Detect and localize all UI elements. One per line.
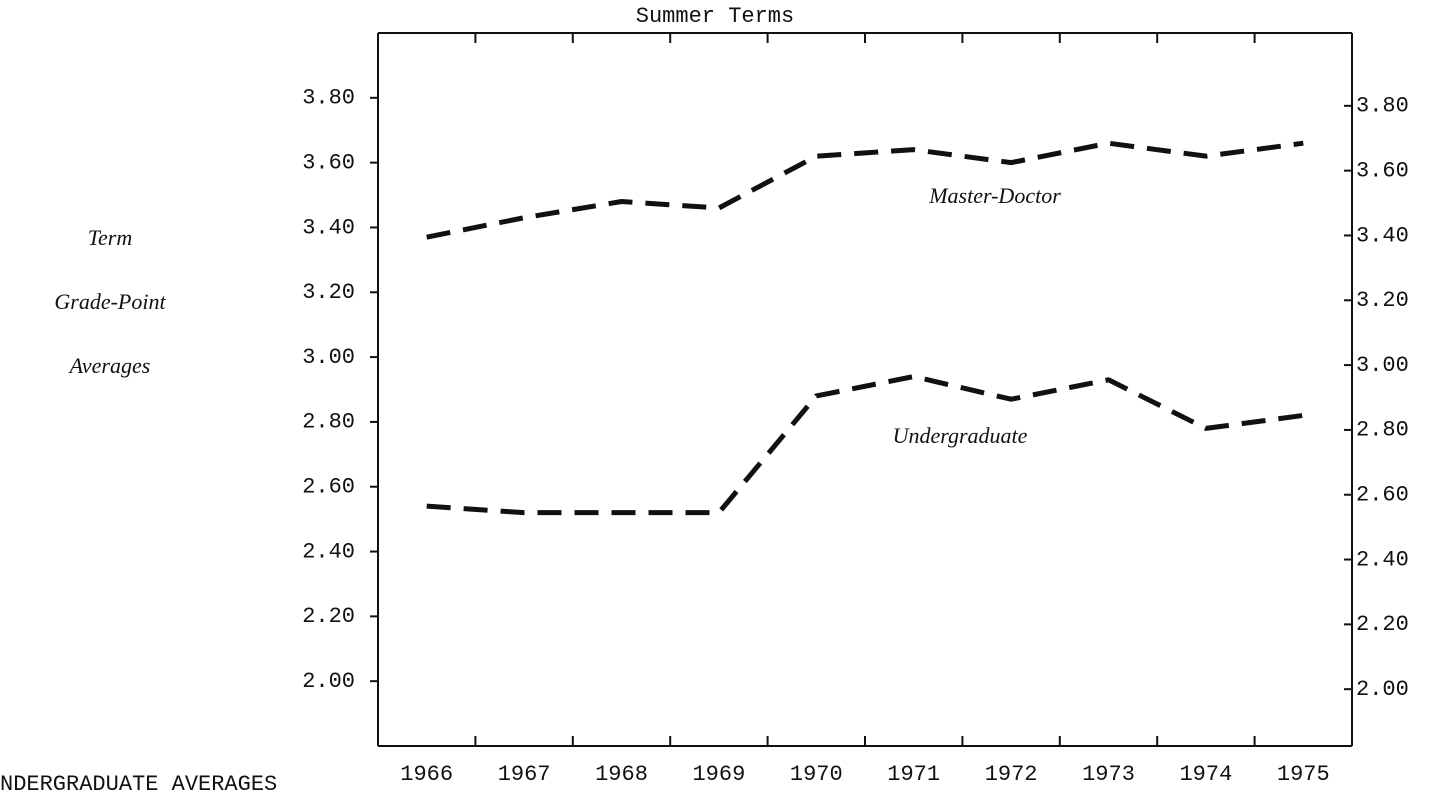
y2-tick-label: 3.00: [1356, 353, 1409, 378]
y-tick-label: 3.60: [302, 150, 355, 175]
series-label: Undergraduate: [893, 423, 1028, 448]
y2-tick-label: 3.40: [1356, 223, 1409, 248]
y2-tick-label: 3.60: [1356, 158, 1409, 183]
series-label: Master-Doctor: [928, 183, 1061, 208]
x-tick-label: 1971: [887, 762, 940, 787]
x-tick-label: 1970: [790, 762, 843, 787]
x-tick-label: 1972: [985, 762, 1038, 787]
x-tick-label: 1975: [1277, 762, 1330, 787]
y2-tick-label: 2.80: [1356, 418, 1409, 443]
x-tick-label: 1966: [400, 762, 453, 787]
x-tick-label: 1973: [1082, 762, 1135, 787]
y-tick-label: 2.60: [302, 475, 355, 500]
y-tick-label: 3.80: [302, 86, 355, 111]
y2-tick-label: 3.20: [1356, 288, 1409, 313]
series-line: [426, 374, 1304, 516]
y-tick-label: 3.00: [302, 345, 355, 370]
y2-tick-label: 2.20: [1356, 612, 1409, 637]
y-tick-label: 2.00: [302, 669, 355, 694]
x-tick-label: 1968: [595, 762, 648, 787]
y-axis-label: Averages: [68, 353, 151, 378]
series-line: [426, 140, 1304, 240]
y-tick-label: 2.40: [302, 539, 355, 564]
y2-tick-label: 2.60: [1356, 483, 1409, 508]
y-tick-label: 3.20: [302, 280, 355, 305]
y-tick-label: 2.20: [302, 604, 355, 629]
x-tick-label: 1967: [498, 762, 551, 787]
chart-title: Summer Terms: [636, 4, 794, 29]
y-axis-label: Grade-Point: [54, 289, 166, 314]
y2-tick-label: 3.80: [1356, 94, 1409, 119]
y-tick-label: 3.40: [302, 215, 355, 240]
footer: NDERGRADUATE AVERAGES: [0, 772, 277, 794]
x-tick-label: 1974: [1179, 762, 1232, 787]
y2-tick-label: 2.00: [1356, 677, 1409, 702]
y-tick-label: 2.80: [302, 410, 355, 435]
x-tick-label: 1969: [692, 762, 745, 787]
y2-tick-label: 2.40: [1356, 547, 1409, 572]
y-axis-label: Term: [88, 225, 132, 250]
